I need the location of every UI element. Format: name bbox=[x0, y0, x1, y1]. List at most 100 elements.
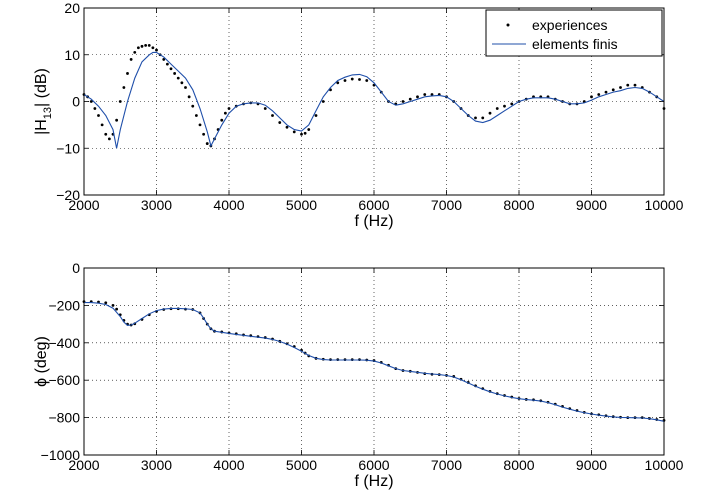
y-axis-label: ϕ (deg) bbox=[33, 336, 50, 387]
data-point-experiences bbox=[626, 83, 630, 87]
data-point-experiences bbox=[488, 111, 492, 115]
y-tick-label: −400 bbox=[48, 335, 80, 351]
data-point-experiences bbox=[147, 44, 151, 47]
data-point-experiences bbox=[133, 51, 137, 54]
data-point-experiences bbox=[129, 58, 133, 61]
data-point-experiences bbox=[115, 118, 119, 122]
data-point-experiences bbox=[263, 107, 267, 110]
x-tick-label: 4000 bbox=[213, 457, 244, 473]
data-point-experiences bbox=[176, 76, 180, 80]
data-point-experiences bbox=[430, 93, 434, 96]
legend-box bbox=[485, 9, 663, 57]
x-tick-label: 3000 bbox=[141, 197, 172, 213]
data-point-experiences bbox=[184, 86, 187, 89]
data-point-experiences bbox=[619, 86, 622, 89]
data-point-experiences bbox=[633, 83, 637, 87]
x-tick-label: 6000 bbox=[358, 197, 389, 213]
data-point-experiences bbox=[205, 142, 209, 145]
x-tick-label: 7000 bbox=[431, 197, 462, 213]
x-tick-label: 10000 bbox=[645, 197, 684, 213]
data-point-experiences bbox=[401, 100, 405, 103]
x-axis-label: f (Hz) bbox=[354, 213, 393, 230]
data-point-experiences bbox=[303, 131, 307, 135]
legend-label-elements-finis: elements finis bbox=[532, 36, 618, 52]
data-point-experiences bbox=[144, 44, 148, 47]
legend: experiences elements finis bbox=[485, 9, 663, 57]
data-point-experiences bbox=[97, 114, 100, 117]
y-tick-label: −200 bbox=[48, 297, 80, 313]
x-tick-label: 5000 bbox=[286, 197, 317, 213]
data-point-experiences bbox=[285, 125, 289, 129]
data-point-experiences bbox=[202, 132, 206, 136]
data-point-experiences bbox=[104, 301, 108, 305]
data-point-experiences bbox=[194, 114, 198, 117]
data-point-experiences bbox=[187, 95, 191, 99]
data-point-experiences bbox=[300, 132, 303, 136]
data-point-experiences bbox=[503, 104, 506, 108]
data-point-experiences bbox=[510, 102, 514, 106]
data-point-experiences bbox=[227, 107, 231, 110]
data-point-experiences bbox=[173, 72, 177, 75]
data-point-experiences bbox=[180, 81, 184, 85]
data-point-experiences bbox=[474, 116, 477, 120]
data-point-experiences bbox=[93, 107, 97, 110]
data-point-experiences bbox=[481, 116, 485, 120]
data-point-experiences bbox=[136, 46, 140, 50]
plot-magnitude: 2000 3000 4000 5000 6000 7000 8000 9000 10000 −20… bbox=[33, 0, 684, 230]
data-point-experiences bbox=[111, 304, 115, 307]
data-point-experiences bbox=[597, 93, 601, 96]
data-point-experiences bbox=[590, 95, 593, 99]
x-tick-label: 9000 bbox=[576, 457, 607, 473]
y-tick-label: 0 bbox=[72, 94, 80, 110]
data-point-experiences bbox=[223, 111, 227, 115]
data-point-experiences bbox=[155, 48, 158, 52]
data-point-experiences bbox=[604, 90, 608, 94]
x-tick-label: 8000 bbox=[503, 457, 534, 473]
data-point-experiences bbox=[343, 79, 347, 82]
data-point-experiences bbox=[416, 95, 419, 99]
data-point-experiences bbox=[89, 100, 93, 103]
data-point-experiences bbox=[162, 58, 166, 61]
data-point-experiences bbox=[336, 81, 340, 85]
data-point-experiences bbox=[107, 137, 111, 141]
y-axis-label-subscript: 13 bbox=[42, 107, 54, 119]
series-line-elements-finis bbox=[83, 51, 665, 149]
y-tick-label: 0 bbox=[72, 260, 80, 276]
y-tick-label: −20 bbox=[56, 187, 80, 203]
data-point-experiences bbox=[165, 62, 169, 66]
y-tick-label: 20 bbox=[64, 0, 80, 16]
data-point-experiences bbox=[321, 100, 325, 103]
y-tick-label: −600 bbox=[48, 372, 80, 388]
data-point-experiences bbox=[292, 130, 296, 134]
x-tick-label: 9000 bbox=[576, 197, 607, 213]
data-point-experiences bbox=[100, 123, 104, 127]
data-point-experiences bbox=[365, 79, 369, 82]
data-point-experiences bbox=[220, 118, 224, 122]
x-tick-label: 2000 bbox=[68, 457, 99, 473]
data-point-experiences bbox=[271, 114, 274, 117]
y-axis-label-main: |H bbox=[33, 119, 50, 135]
x-tick-label: 7000 bbox=[431, 457, 462, 473]
data-point-experiences bbox=[307, 128, 311, 131]
data-point-experiences bbox=[115, 307, 119, 311]
data-point-experiences bbox=[408, 97, 412, 101]
x-tick-label: 8000 bbox=[503, 197, 534, 213]
data-point-experiences bbox=[140, 44, 144, 48]
data-point-experiences bbox=[118, 100, 122, 103]
series-line-elements-finis bbox=[84, 302, 665, 422]
y-tick-label: 10 bbox=[64, 47, 80, 63]
plot-phase: 2000 3000 4000 5000 6000 7000 8000 9000 10000 −10… bbox=[33, 260, 684, 490]
data-point-experiences bbox=[350, 77, 354, 81]
data-point-experiences bbox=[191, 104, 195, 108]
data-point-experiences bbox=[314, 114, 318, 117]
y-tick-label: −1000 bbox=[41, 447, 81, 463]
data-point-experiences bbox=[198, 123, 202, 127]
y-tick-label: −800 bbox=[48, 410, 80, 426]
x-tick-label: 4000 bbox=[213, 197, 244, 213]
x-axis-label: f (Hz) bbox=[354, 473, 393, 490]
data-point-experiences bbox=[611, 88, 615, 92]
data-point-experiences bbox=[122, 86, 126, 89]
data-point-experiences bbox=[169, 67, 173, 71]
y-axis-label-tail: | (dB) bbox=[33, 68, 50, 107]
